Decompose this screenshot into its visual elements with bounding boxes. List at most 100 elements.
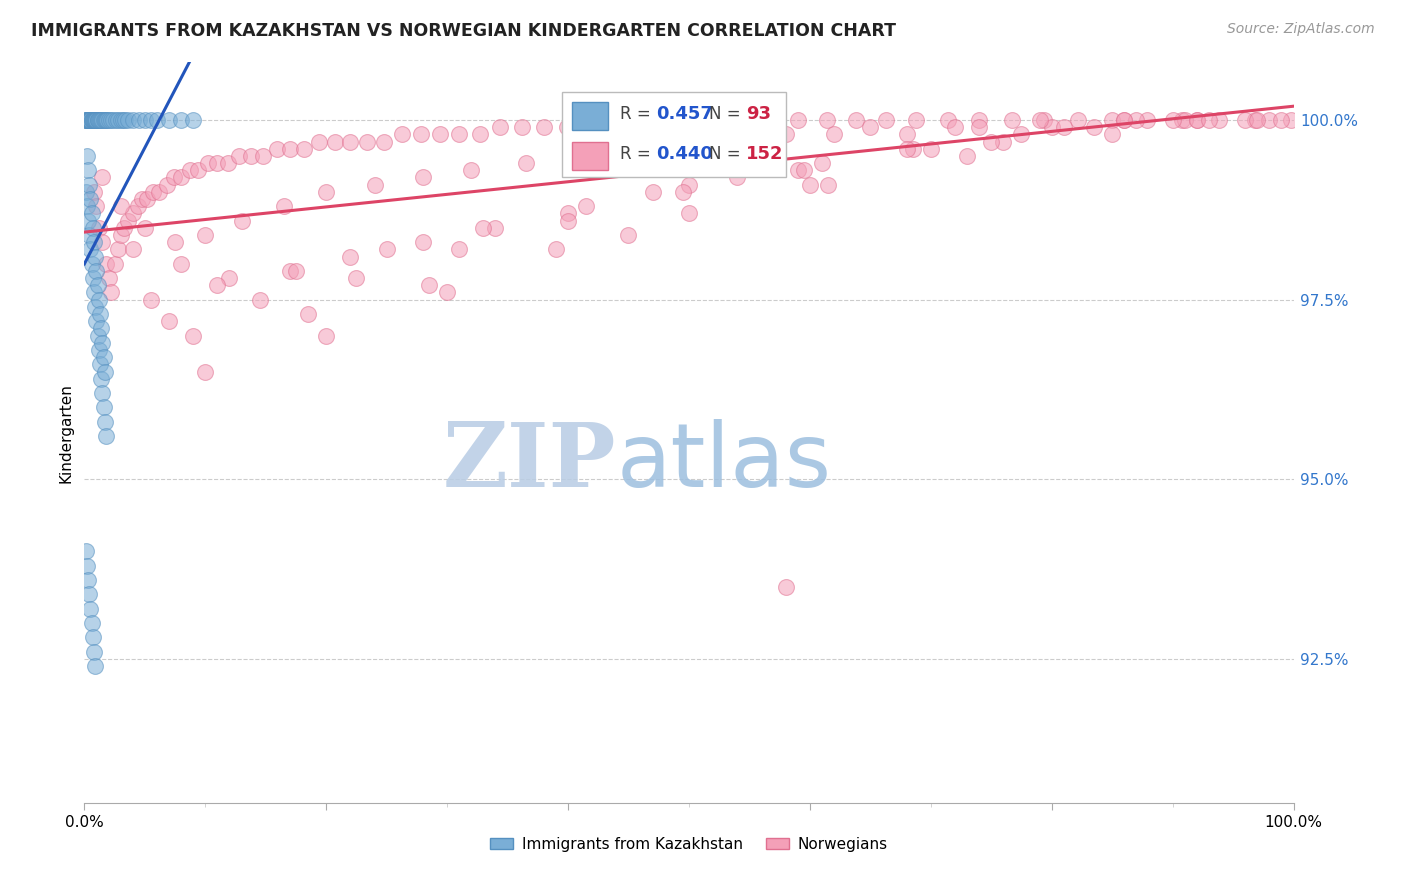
Point [77, 227, 100, 242]
Point [82, 631, 104, 645]
Point [412, 235, 434, 249]
Point [82, 112, 104, 127]
Point [121, 206, 143, 220]
Point [356, 135, 378, 149]
Point [197, 156, 219, 170]
Text: 93: 93 [745, 105, 770, 123]
Point [484, 220, 506, 235]
Point [87, 112, 110, 127]
Point [249, 293, 271, 307]
Point [93, 401, 115, 415]
Point [80, 112, 103, 127]
Text: 152: 152 [745, 145, 783, 163]
Point [207, 156, 229, 170]
Point [86, 278, 108, 293]
Point [793, 163, 815, 178]
Point [75, 112, 97, 127]
Point [110, 227, 132, 242]
Point [79, 243, 101, 257]
Point [936, 112, 959, 127]
Point [252, 149, 274, 163]
Point [266, 142, 288, 156]
Point [308, 135, 330, 149]
Point [207, 278, 229, 293]
Point [1053, 120, 1076, 135]
Point [181, 328, 204, 343]
Point [1185, 112, 1208, 127]
Point [104, 112, 127, 127]
Point [1101, 112, 1123, 127]
Text: R =: R = [620, 145, 657, 163]
Point [94, 365, 117, 379]
Point [756, 135, 779, 149]
Point [146, 112, 169, 127]
Point [1270, 112, 1292, 127]
Point [134, 220, 156, 235]
Point [896, 128, 918, 142]
Point [79, 601, 101, 615]
Point [652, 120, 675, 135]
Point [87, 293, 110, 307]
Point [905, 112, 928, 127]
Point [82, 271, 104, 285]
Point [77, 112, 100, 127]
Point [297, 307, 319, 321]
Point [449, 243, 471, 257]
Point [630, 142, 652, 156]
Point [627, 120, 650, 135]
Point [86, 112, 108, 127]
Point [1114, 112, 1136, 127]
Point [823, 128, 845, 142]
Text: 0.457: 0.457 [657, 105, 713, 123]
Point [786, 163, 808, 178]
Point [1161, 112, 1184, 127]
Point [775, 128, 797, 142]
Point [112, 220, 135, 235]
Point [409, 128, 432, 142]
Point [1136, 112, 1159, 127]
Point [91, 386, 114, 401]
Point [1234, 112, 1257, 127]
Point [131, 192, 153, 206]
Point [967, 120, 990, 135]
Text: IMMIGRANTS FROM KAZAKHSTAN VS NORWEGIAN KINDERGARTEN CORRELATION CHART: IMMIGRANTS FROM KAZAKHSTAN VS NORWEGIAN … [31, 22, 896, 40]
Point [100, 285, 122, 300]
Point [1279, 112, 1302, 127]
Point [121, 243, 143, 257]
Point [1171, 112, 1194, 127]
Point [1011, 128, 1033, 142]
Point [89, 112, 111, 127]
Point [533, 120, 555, 135]
Point [194, 227, 217, 242]
Point [86, 328, 108, 343]
Point [86, 112, 108, 127]
Point [1083, 120, 1105, 135]
Point [1198, 112, 1220, 127]
Point [82, 112, 104, 127]
Point [1001, 112, 1024, 127]
Point [91, 235, 114, 249]
Point [731, 112, 754, 127]
Point [77, 573, 100, 587]
Point [139, 293, 162, 307]
Point [363, 178, 385, 192]
Point [725, 170, 748, 185]
Text: ZIP: ZIP [443, 418, 616, 506]
Point [83, 112, 105, 127]
Point [678, 206, 700, 220]
Point [117, 213, 139, 227]
Point [139, 112, 162, 127]
Point [77, 213, 100, 227]
FancyBboxPatch shape [572, 142, 607, 170]
Point [76, 558, 98, 573]
Point [117, 112, 139, 127]
Point [76, 199, 98, 213]
Point [80, 112, 103, 127]
Point [980, 135, 1002, 149]
Point [83, 235, 105, 249]
FancyBboxPatch shape [562, 92, 786, 178]
Point [555, 120, 578, 135]
Point [575, 199, 598, 213]
Point [194, 365, 217, 379]
Point [155, 178, 177, 192]
